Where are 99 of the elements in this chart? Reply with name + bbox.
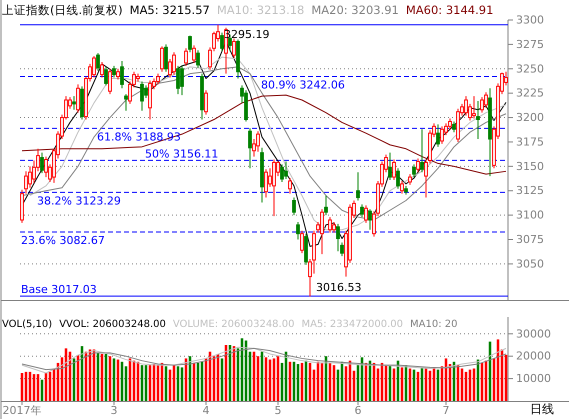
- candlestick: [264, 168, 268, 198]
- candlestick: [328, 216, 332, 234]
- text: MA5: 233472000.00: [301, 319, 403, 330]
- candlestick: [368, 208, 372, 230]
- candlestick: [440, 126, 444, 144]
- x-tick-label: 2017年: [2, 404, 42, 417]
- ref-line-label: 23.6% 3082.67: [21, 234, 105, 248]
- candlestick: [284, 160, 288, 180]
- x-tick-label: 5: [274, 404, 282, 417]
- candlestick: [188, 35, 192, 53]
- candlestick: [140, 80, 144, 112]
- candlestick: [108, 68, 112, 95]
- candlestick: [44, 156, 48, 178]
- candlestick: [400, 180, 404, 194]
- ref-line-label: Base 3017.03: [21, 283, 97, 296]
- candlestick: [180, 65, 184, 96]
- y-tick-label: 3175: [516, 135, 544, 148]
- candlestick: [364, 204, 368, 224]
- candlestick: [464, 96, 468, 116]
- ref-line-label: 80.9% 3242.06: [261, 78, 345, 92]
- candlestick: [40, 152, 44, 174]
- candlestick: [144, 84, 148, 99]
- candlestick: [204, 90, 208, 116]
- candlestick: [360, 204, 364, 218]
- candlestick: [408, 174, 412, 186]
- y-tick-label: 3275: [516, 38, 544, 51]
- candlestick: [472, 96, 476, 120]
- candlestick: [104, 66, 108, 86]
- candlestick: [112, 65, 116, 78]
- y-tick-label: 3050: [516, 257, 544, 270]
- x-tick-label: 7: [442, 404, 450, 417]
- candlestick: [120, 60, 124, 89]
- candlestick: [420, 128, 424, 173]
- candlestick: [436, 124, 440, 148]
- annotation: 3016.53: [316, 281, 362, 294]
- candlestick: [280, 164, 284, 182]
- text: MA60: 3144.91: [406, 3, 494, 17]
- candlestick: [412, 164, 416, 178]
- x-tick-label: 6: [354, 404, 362, 417]
- chart-title: 上证指数(日线.前复权): [2, 3, 123, 17]
- candlestick: [192, 44, 196, 64]
- candlestick: [288, 178, 292, 194]
- candlestick: [72, 96, 76, 110]
- text: 日线: [530, 402, 554, 416]
- candlestick: [164, 44, 168, 72]
- candlestick: [196, 50, 200, 68]
- line-series: [22, 94, 506, 175]
- candlestick: [416, 158, 420, 173]
- candlestick: [76, 84, 80, 114]
- text: MA5: 3215.57: [130, 3, 210, 17]
- ref-line-label: 38.2% 3123.29: [37, 194, 121, 208]
- y-tick-label: 10000: [516, 372, 551, 386]
- candlestick: [396, 168, 400, 190]
- candlestick: [116, 68, 120, 80]
- y-tick-label: 3125: [516, 184, 544, 198]
- candlestick: [232, 38, 236, 59]
- candlestick: [300, 230, 304, 254]
- y-tick-label: 3100: [516, 208, 544, 222]
- y-tick-label: 3250: [516, 62, 544, 76]
- candlestick: [256, 130, 260, 152]
- y-tick-label: 20000: [516, 350, 551, 363]
- candlestick: [96, 52, 100, 72]
- candlestick: [336, 223, 340, 252]
- y-tick-label: 3150: [516, 160, 544, 173]
- candlestick: [92, 56, 96, 78]
- candlestick: [392, 159, 396, 180]
- candlestick: [220, 32, 224, 52]
- candlestick: [272, 159, 276, 217]
- candlestick: [484, 92, 488, 108]
- candlestick: [476, 100, 480, 140]
- candlestick: [320, 208, 324, 255]
- candlestick: [324, 195, 328, 216]
- text: MA10: 3213.18: [216, 3, 304, 17]
- y-tick-label: 3225: [516, 86, 544, 100]
- text: MA10: 20: [410, 319, 458, 330]
- candlestick: [176, 65, 180, 95]
- y-tick-label: 3300: [516, 14, 544, 26]
- chart-title: VOL(5,10): [2, 319, 52, 330]
- candlestick: [124, 94, 128, 112]
- candlestick: [248, 128, 252, 169]
- candlestick: [292, 197, 296, 216]
- candlestick: [332, 221, 336, 234]
- candlestick: [296, 221, 300, 240]
- candlestick: [452, 120, 456, 133]
- annotation: VVOL: 206003248.00: [59, 319, 166, 330]
- x-tick-label: 4: [202, 404, 210, 417]
- candlestick: [172, 52, 176, 76]
- candlestick: [388, 152, 392, 180]
- candlestick: [100, 61, 104, 78]
- y-tick-label: 30000: [516, 327, 551, 340]
- y-tick-label: 3200: [516, 111, 544, 124]
- ref-line-label: 50% 3156.11: [145, 147, 218, 160]
- candlestick: [356, 172, 360, 201]
- candlestick: [160, 46, 164, 72]
- annotation: VOLUME: 206003248.00: [172, 319, 294, 330]
- x-tick-label: 3: [110, 404, 118, 417]
- candlestick: [184, 48, 188, 66]
- y-tick-label: 3075: [516, 233, 544, 246]
- text: MA20: 3203.91: [311, 3, 399, 17]
